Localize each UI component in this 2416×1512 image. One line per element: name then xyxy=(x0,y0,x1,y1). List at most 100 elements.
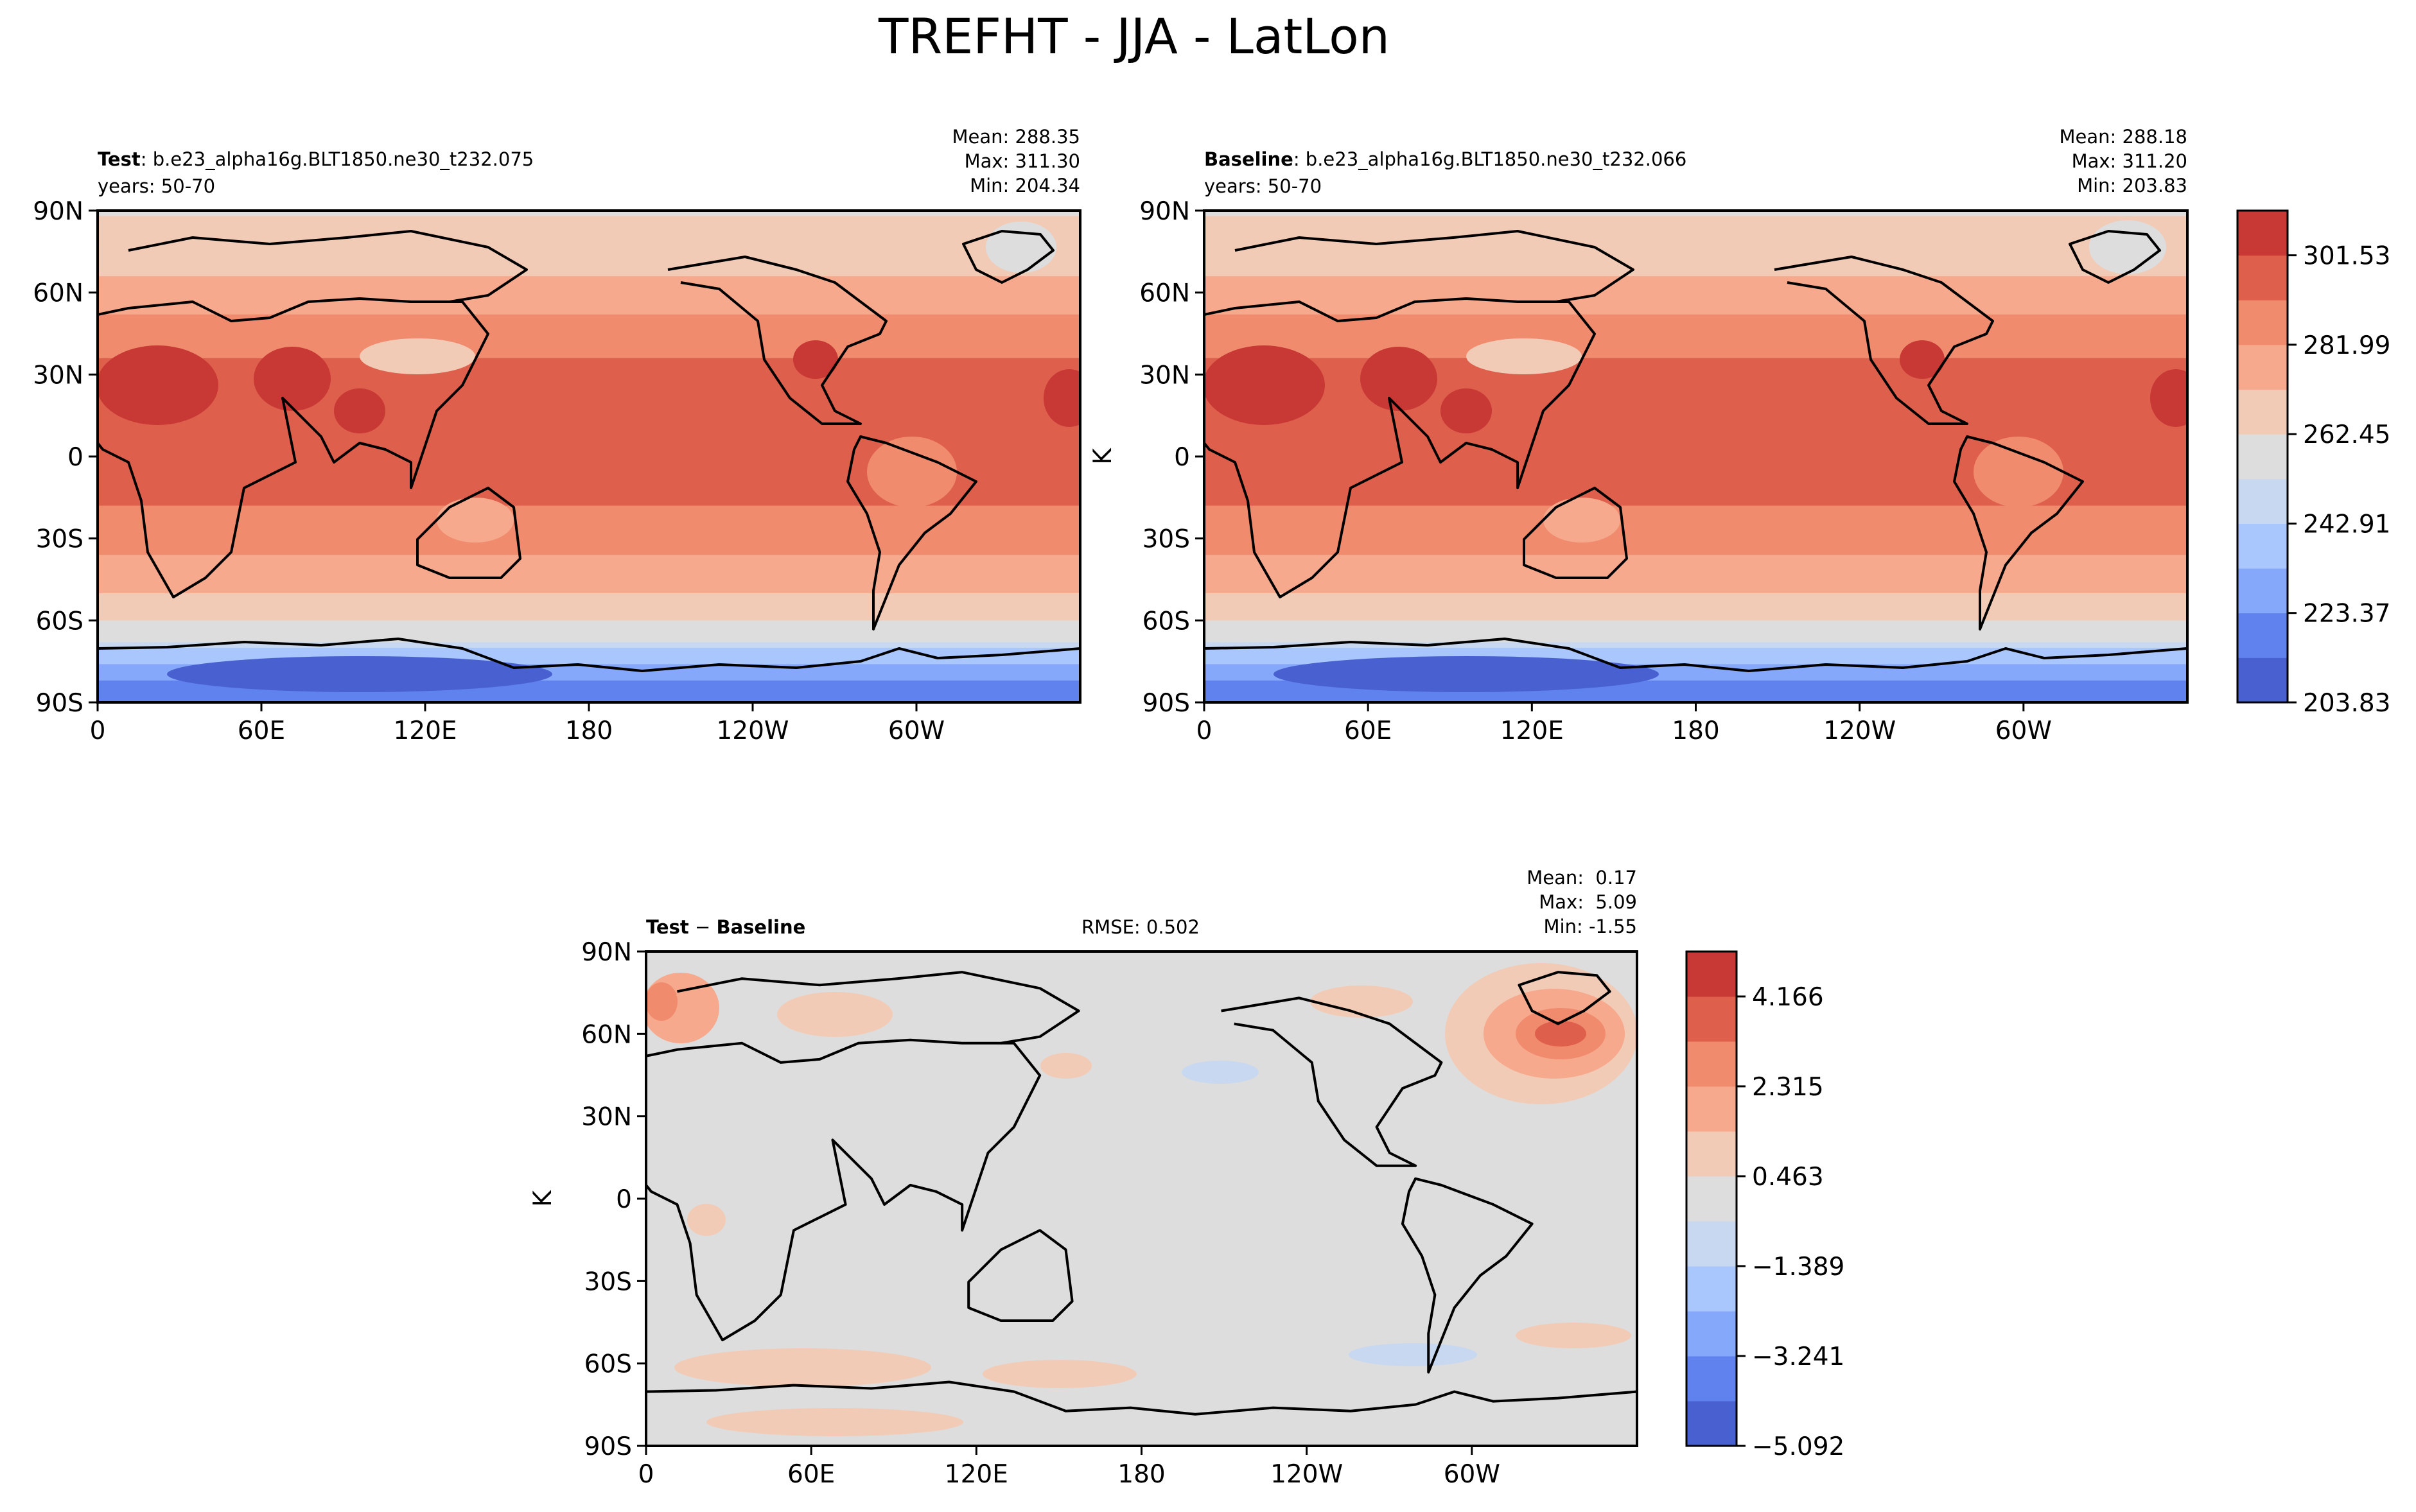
baseline-band xyxy=(1204,527,2187,534)
diff-anom-siberia xyxy=(777,992,893,1037)
difference-colorbar-swatch xyxy=(1686,1400,1737,1447)
test-label: Test: b.e23_alpha16g.BLT1850.ne30_t232.0… xyxy=(98,148,534,170)
baseline-band xyxy=(1204,238,2187,245)
diff-stat-min: Min: -1.55 xyxy=(1544,916,1637,937)
baseline-band xyxy=(1204,423,2187,430)
test-band xyxy=(98,254,1080,261)
test-band xyxy=(98,614,1080,621)
test-blobs xyxy=(98,222,1080,692)
baseline-band xyxy=(1204,691,2187,698)
test-band xyxy=(98,500,1080,507)
baseline-band xyxy=(1204,631,2187,638)
diff-label-baseline: Baseline xyxy=(716,916,805,938)
test-band xyxy=(98,434,1080,441)
test-band xyxy=(98,522,1080,528)
temperature-colorbar-swatch xyxy=(2237,434,2288,480)
baseline-label: Baseline: b.e23_alpha16g.BLT1850.ne30_t2… xyxy=(1204,148,1686,170)
test-coast-africa-eurasia xyxy=(98,297,489,598)
test-band xyxy=(98,527,1080,534)
test-band xyxy=(98,587,1080,594)
baseline-band xyxy=(1204,336,2187,343)
test-band xyxy=(98,549,1080,556)
baseline-ytick-label: 90N xyxy=(1139,197,1190,226)
baseline-band xyxy=(1204,516,2187,523)
test-band xyxy=(98,505,1080,512)
difference-colorbar-swatch xyxy=(1686,996,1737,1042)
test-ytick-label: 30S xyxy=(36,525,83,554)
diff-xtick-label: 0 xyxy=(638,1460,654,1489)
diff-coast-north-america xyxy=(1221,996,1443,1167)
test-blob-mexico xyxy=(793,340,838,379)
baseline-xtick-label: 60E xyxy=(1344,717,1392,745)
test-band xyxy=(98,331,1080,337)
test-x-ticks: 0 60E 120E 180 120W 60W xyxy=(90,702,945,745)
temperature-colorbar: 203.83 223.37 242.91 262.45 281.99 301.53 xyxy=(2236,209,2390,718)
baseline-band xyxy=(1204,352,2187,359)
test-band xyxy=(98,494,1080,501)
test-band xyxy=(98,620,1080,627)
panel-difference: Test − Baseline RMSE: 0.502 Mean: 0.17 M… xyxy=(529,867,1638,1489)
test-ytick-label: 0 xyxy=(67,443,83,472)
test-band xyxy=(98,577,1080,583)
baseline-blob-india xyxy=(1440,388,1492,433)
difference-colorbar-tick-label: −3.241 xyxy=(1752,1343,1844,1371)
baseline-ytick-label: 90S xyxy=(1142,689,1190,718)
temperature-colorbar-swatch xyxy=(2237,211,2288,256)
figure-title: TREFHT - JJA - LatLon xyxy=(878,8,1390,65)
difference-colorbar-swatch xyxy=(1686,1176,1737,1222)
diff-anom-europe-core xyxy=(646,982,678,1021)
test-band xyxy=(98,270,1080,277)
difference-colorbar-tick-label: −1.389 xyxy=(1752,1253,1844,1282)
baseline-band xyxy=(1204,320,2187,326)
test-blob-amazon xyxy=(867,437,957,507)
temperature-colorbar-tick-label: 262.45 xyxy=(2303,421,2390,449)
baseline-band xyxy=(1204,620,2187,627)
baseline-coast-africa-eurasia xyxy=(1204,297,1596,598)
test-blob-atlantic-east xyxy=(1044,369,1080,427)
diff-ytick-label: 90S xyxy=(584,1432,632,1461)
temperature-colorbar-swatch xyxy=(2237,255,2288,300)
diff-label-test: Test xyxy=(646,916,689,938)
baseline-band xyxy=(1204,363,2187,370)
baseline-band xyxy=(1204,566,2187,572)
diff-y-ticks: 90N 60N 30N 0 30S 60S 90S xyxy=(581,938,646,1461)
test-band xyxy=(98,604,1080,611)
difference-colorbar-swatch xyxy=(1686,1086,1737,1132)
test-band xyxy=(98,555,1080,561)
baseline-xtick-label: 0 xyxy=(1196,717,1212,745)
baseline-band xyxy=(1204,309,2187,315)
diff-coast-south-america xyxy=(1401,1177,1534,1374)
test-blob-tibet xyxy=(360,338,475,374)
test-xtick-label: 120E xyxy=(393,717,457,745)
test-band xyxy=(98,292,1080,299)
baseline-blob-arabia xyxy=(1360,347,1437,411)
test-blob-australia xyxy=(437,498,514,543)
test-ytick-label: 60N xyxy=(33,279,83,308)
temperature-colorbar-tick-label: 242.91 xyxy=(2303,510,2390,539)
baseline-band xyxy=(1204,653,2187,659)
diff-ytick-label: 60N xyxy=(581,1020,632,1049)
diff-anom-north-america xyxy=(1310,986,1413,1018)
test-band xyxy=(98,593,1080,600)
test-stat-mean: Mean: 288.35 xyxy=(952,126,1080,148)
baseline-band xyxy=(1204,473,2187,480)
baseline-ytick-label: 60N xyxy=(1139,279,1190,308)
baseline-band xyxy=(1204,625,2187,632)
panel-test: Test: b.e23_alpha16g.BLT1850.ne30_t232.0… xyxy=(33,126,1081,745)
difference-colorbar-swatch xyxy=(1686,1221,1737,1267)
baseline-band xyxy=(1204,560,2187,567)
test-band xyxy=(98,298,1080,304)
baseline-y-ticks: 90N 60N 30N 0 30S 60S 90S xyxy=(1139,197,1204,718)
test-band xyxy=(98,374,1080,381)
test-band xyxy=(98,276,1080,282)
diff-anom-southern-ocean-2 xyxy=(983,1360,1137,1388)
test-band xyxy=(98,675,1080,681)
test-band xyxy=(98,691,1080,698)
baseline-map-area xyxy=(1204,211,2187,702)
test-xtick-label: 60E xyxy=(238,717,285,745)
test-band xyxy=(98,456,1080,463)
test-band xyxy=(98,598,1080,605)
test-blob-arabia xyxy=(254,347,331,411)
diff-anom-north-atlantic-core xyxy=(1535,1021,1586,1047)
baseline-band xyxy=(1204,281,2187,288)
